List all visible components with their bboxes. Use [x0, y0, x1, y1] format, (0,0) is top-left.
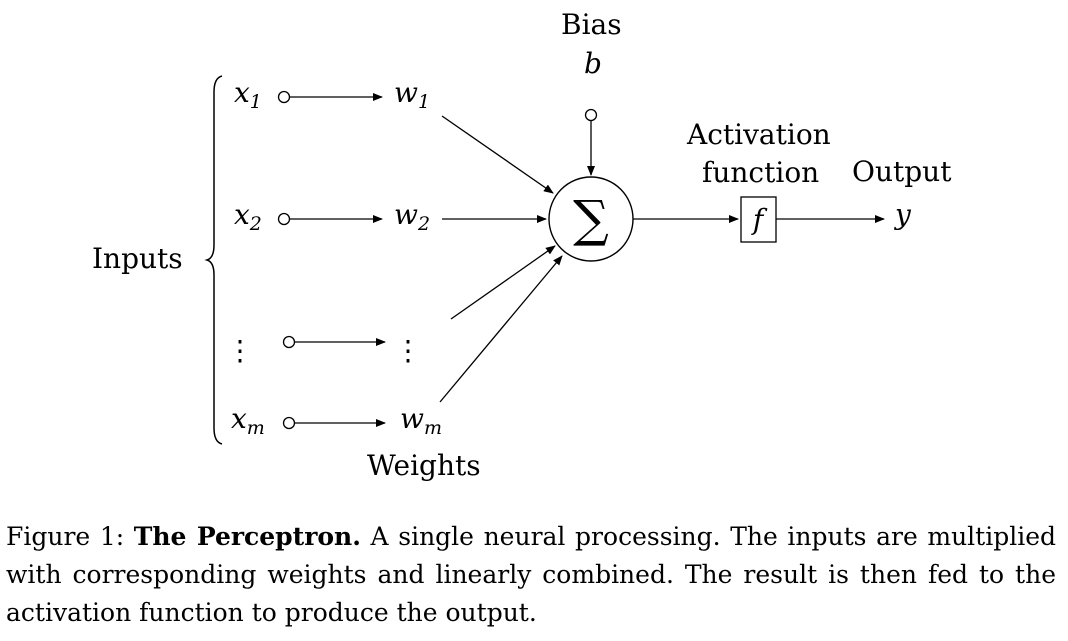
inputs-label: Inputs — [92, 242, 183, 275]
weight-w1: w1 — [394, 76, 430, 113]
activation-label-line2: function — [702, 156, 819, 189]
bias-symbol: b — [584, 47, 602, 80]
weight-wm: wm — [400, 402, 442, 439]
output-label: Output — [852, 155, 952, 188]
output-symbol: y — [893, 198, 912, 231]
caption-text: A single neural processing. The inputs a… — [6, 522, 1056, 627]
weight-w2: w2 — [394, 198, 430, 235]
input-node-2 — [277, 212, 291, 226]
activation-label-line1: Activation — [686, 118, 831, 151]
input-x2: x2 — [234, 198, 262, 235]
input-node-1 — [277, 90, 291, 104]
inputs-brace — [204, 75, 223, 445]
weight-arrow-m — [439, 255, 563, 403]
weight-arrow-3 — [450, 245, 556, 320]
input-node-3 — [282, 335, 296, 349]
figure-caption: Figure 1: The Perceptron. A single neura… — [6, 518, 1056, 632]
input-node-m — [282, 416, 296, 430]
sigma-symbol: ∑ — [573, 190, 609, 248]
bias-label: Bias — [561, 8, 622, 41]
weight-ellipsis: ⋮ — [394, 334, 422, 367]
weight-arrow-1 — [441, 115, 554, 194]
caption-title: The Perceptron. — [133, 522, 361, 551]
input-x1: x1 — [234, 76, 262, 113]
input-xm: xm — [231, 402, 265, 439]
caption-prefix: Figure 1: — [6, 522, 134, 551]
input-ellipsis: ⋮ — [226, 334, 254, 367]
weights-label: Weights — [367, 449, 481, 482]
perceptron-diagram: Inputs x1 w1 x2 w2 ⋮ ⋮ xm wm Weights Bia… — [92, 8, 952, 482]
activation-box — [740, 196, 777, 243]
bias-node — [584, 108, 598, 122]
